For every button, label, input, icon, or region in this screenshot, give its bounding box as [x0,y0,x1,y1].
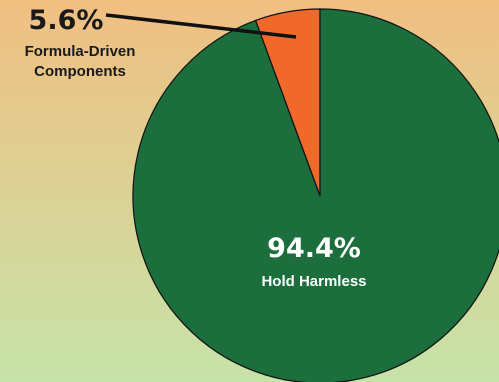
pie-slice-hold-harmless [132,8,499,382]
slices-layer [132,8,499,382]
slice-category-label-formula-driven-line2: Components [34,63,126,80]
slice-value-label-formula-driven: 5.6% [29,5,104,36]
slice-value-label-hold-harmless: 94.4% [267,233,361,264]
slice-category-label-formula-driven-line1: Formula-Driven [25,43,136,60]
leader-line [105,13,297,39]
slice-category-label-hold-harmless: Hold Harmless [261,273,366,290]
